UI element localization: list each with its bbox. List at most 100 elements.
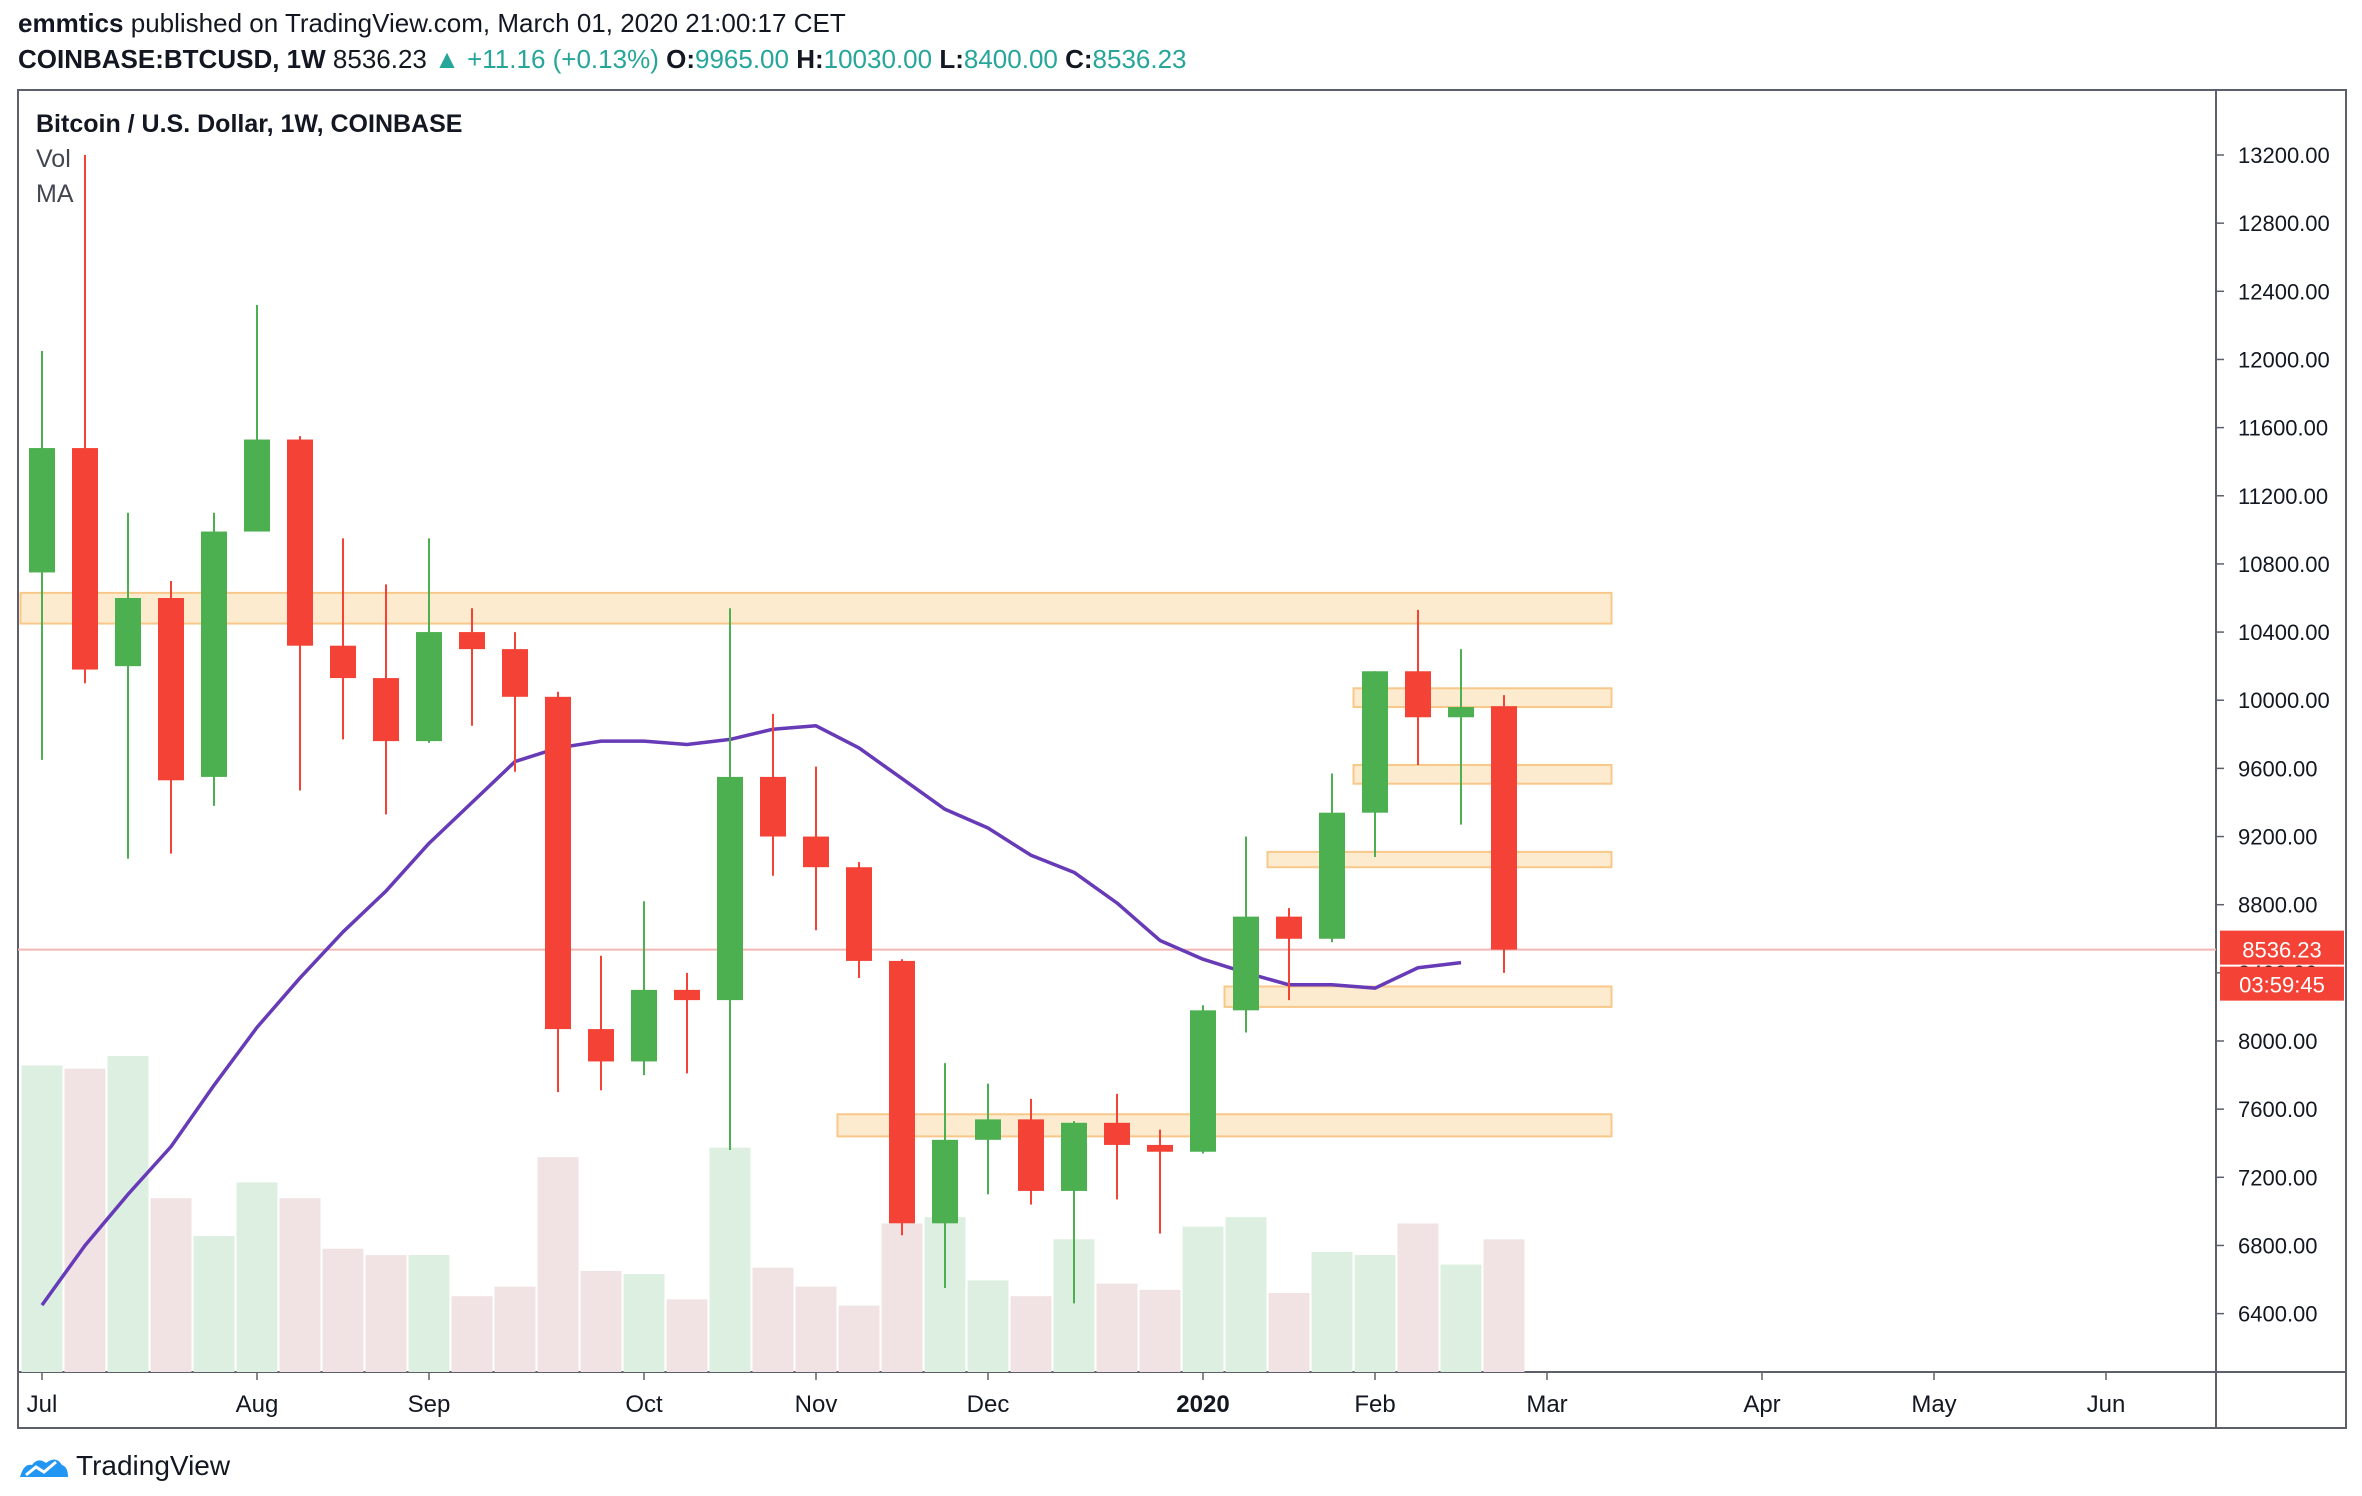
volume-bar: [623, 1274, 665, 1372]
last-price-tag-label: 8536.23: [2242, 938, 2322, 963]
candle[interactable]: [115, 512, 141, 859]
volume-bar: [1268, 1293, 1310, 1372]
candle-body: [29, 448, 55, 573]
candle[interactable]: [1018, 1098, 1044, 1205]
last-price-tag[interactable]: [2220, 930, 2344, 965]
candle[interactable]: [201, 512, 227, 806]
candle[interactable]: [975, 1083, 1001, 1195]
author-name[interactable]: emmtics: [18, 8, 124, 38]
price-tick-label: 9200.00: [2238, 825, 2318, 850]
candle[interactable]: [1104, 1093, 1130, 1200]
volume-bar: [1397, 1223, 1439, 1372]
candle-body: [1491, 706, 1517, 950]
candle[interactable]: [1147, 1129, 1173, 1234]
chart-legend-title: Bitcoin / U.S. Dollar, 1W, COINBASE: [36, 110, 462, 138]
candle[interactable]: [717, 608, 743, 1151]
high-value: 10030.00: [823, 44, 933, 74]
candle[interactable]: [502, 632, 528, 772]
candle-body: [1405, 671, 1431, 718]
support-resistance-zone[interactable]: [1352, 763, 1613, 785]
volume-bar: [1311, 1251, 1353, 1372]
time-tick-label: Mar: [1526, 1391, 1567, 1418]
time-tick-label: Feb: [1354, 1391, 1395, 1418]
price-tick-label: 7600.00: [2238, 1097, 2318, 1122]
time-tick-label: Dec: [967, 1391, 1010, 1418]
candle-body: [1448, 707, 1474, 718]
candle[interactable]: [29, 350, 55, 760]
price-tick-label: 12800.00: [2238, 211, 2330, 236]
support-resistance-zone[interactable]: [1223, 985, 1613, 1008]
support-resistance-zone[interactable]: [836, 1113, 1613, 1138]
candle[interactable]: [1319, 773, 1345, 943]
candle[interactable]: [674, 972, 700, 1074]
volume-bar: [279, 1198, 321, 1372]
volume-bar: [494, 1286, 536, 1372]
candle[interactable]: [1405, 609, 1431, 765]
footer-brand[interactable]: TradingView: [18, 1450, 230, 1482]
candle[interactable]: [1448, 649, 1474, 825]
candle[interactable]: [72, 155, 98, 684]
support-resistance-zone[interactable]: [1266, 850, 1613, 869]
time-tick-label: Oct: [625, 1391, 663, 1418]
change-value: +11.16 (+0.13%): [467, 44, 659, 74]
candle[interactable]: [158, 580, 184, 854]
ma-indicator-label[interactable]: MA: [36, 180, 74, 208]
high-label: H:: [796, 44, 824, 74]
open-label: O:: [666, 44, 695, 74]
time-tick-label: Aug: [236, 1391, 279, 1418]
candle-body: [1190, 1010, 1216, 1152]
candle[interactable]: [803, 766, 829, 931]
candle[interactable]: [459, 608, 485, 726]
close-value: 8536.23: [1092, 44, 1187, 74]
volume-bar: [236, 1182, 278, 1372]
candle[interactable]: [1061, 1121, 1087, 1304]
time-tick-label: Jun: [2087, 1391, 2126, 1418]
candle[interactable]: [373, 584, 399, 815]
volume-bar: [1225, 1217, 1267, 1372]
candle[interactable]: [416, 538, 442, 743]
candle-body: [502, 649, 528, 697]
support-resistance-zone[interactable]: [19, 591, 1613, 625]
volume-bar: [150, 1198, 192, 1372]
candle[interactable]: [889, 959, 915, 1236]
candle[interactable]: [932, 1063, 958, 1289]
price-tick-label: 10800.00: [2238, 552, 2330, 577]
countdown-tag: [2220, 966, 2344, 1001]
change-arrow-icon: ▲: [434, 44, 460, 74]
volume-indicator-label[interactable]: Vol: [36, 145, 71, 173]
candle[interactable]: [1362, 671, 1388, 857]
candle[interactable]: [846, 862, 872, 978]
candle[interactable]: [1491, 695, 1517, 973]
volume-bar: [322, 1248, 364, 1372]
candle[interactable]: [244, 304, 270, 532]
low-value: 8400.00: [963, 44, 1058, 74]
time-tick-label: Nov: [795, 1391, 838, 1418]
candle[interactable]: [760, 713, 786, 876]
candle-body: [1104, 1122, 1130, 1145]
volume-bar: [666, 1299, 708, 1372]
candle[interactable]: [287, 436, 313, 791]
last-price: 8536.23: [332, 44, 427, 74]
candle[interactable]: [1190, 1005, 1216, 1154]
volume-bar: [967, 1280, 1009, 1372]
volume-bar: [1354, 1255, 1396, 1372]
candle[interactable]: [588, 955, 614, 1091]
candle-body: [459, 632, 485, 650]
ma-line[interactable]: [40, 724, 1462, 1307]
candle[interactable]: [330, 538, 356, 740]
candle[interactable]: [545, 691, 571, 1093]
price-tick-label: 7200.00: [2238, 1165, 2318, 1190]
volume-bar: [580, 1270, 622, 1372]
candle[interactable]: [631, 901, 657, 1076]
support-resistance-zone[interactable]: [1352, 687, 1613, 709]
candle-body: [588, 1029, 614, 1062]
candle-body: [1147, 1144, 1173, 1152]
price-tick-label: 10000.00: [2238, 688, 2330, 713]
candle-body: [846, 867, 872, 961]
candle[interactable]: [1233, 836, 1259, 1033]
countdown-tag-label: 03:59:45: [2239, 973, 2325, 998]
ohlc-header: COINBASE:BTCUSD, 1W 8536.23 ▲ +11.16 (+0…: [18, 44, 1187, 75]
candle[interactable]: [1276, 908, 1302, 1001]
candle-body: [1362, 671, 1388, 813]
